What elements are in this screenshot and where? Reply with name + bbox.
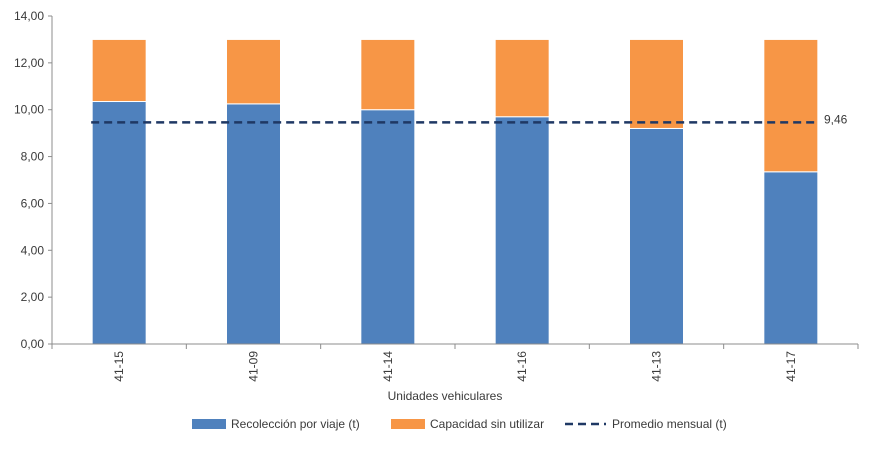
bar-capacidad: [763, 38, 819, 173]
x-tick-label: 41-16: [515, 351, 529, 382]
x-tick-label: 41-14: [381, 351, 395, 382]
y-tick-label: 8,00: [21, 150, 45, 164]
y-tick-label: 14,00: [14, 9, 44, 23]
average-label: 9,46: [824, 112, 848, 126]
y-tick-label: 12,00: [14, 56, 44, 70]
x-tick-label: 41-17: [784, 351, 798, 382]
legend-label-recoleccion: Recolección por viaje (t): [231, 417, 360, 431]
bar-recoleccion: [91, 101, 147, 345]
bar-capacidad: [360, 38, 416, 111]
bar-recoleccion: [226, 103, 281, 345]
y-tick-label: 4,00: [21, 243, 45, 257]
y-tick-label: 2,00: [21, 290, 45, 304]
y-tick-label: 0,00: [21, 337, 45, 351]
bar-recoleccion: [763, 171, 819, 345]
legend-label-capacidad: Capacidad sin utilizar: [430, 417, 544, 431]
x-tick-label: 41-09: [247, 351, 261, 382]
y-tick-label: 10,00: [14, 103, 44, 117]
plot-area: 0,00 2,00 4,00 6,00 8,00 10,00 12,00 14,00 41-15…: [14, 9, 859, 431]
bar-capacidad: [91, 38, 147, 103]
legend-swatch-capacidad: [391, 419, 425, 429]
bar-recoleccion: [360, 109, 416, 345]
legend-swatch-recoleccion: [192, 419, 226, 429]
bar-recoleccion: [629, 127, 684, 345]
bar-recoleccion: [494, 116, 550, 345]
bar-capacidad: [494, 38, 550, 118]
x-tick-label: 41-13: [650, 351, 664, 382]
legend-label-promedio: Promedio mensual (t): [612, 417, 727, 431]
y-tick-label: 6,00: [21, 196, 45, 210]
x-axis-title: Unidades vehiculares: [388, 389, 503, 403]
x-tick-label: 41-15: [112, 351, 126, 382]
bar-capacidad: [629, 38, 684, 129]
bar-capacidad: [226, 38, 281, 105]
